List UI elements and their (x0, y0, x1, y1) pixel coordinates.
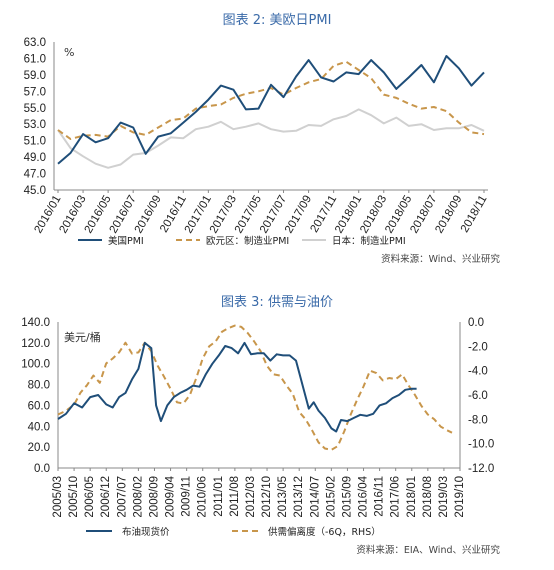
y-axis-unit: % (64, 46, 74, 59)
x-tick-label: 2011/01 (213, 476, 225, 517)
y2-tick-label: -6.0 (468, 390, 488, 402)
y-tick-label: 61.0 (24, 53, 46, 65)
chart-source: 资料来源：EIA、Wind、兴业研究 (356, 544, 500, 556)
x-tick-label: 2013/12 (293, 476, 305, 518)
y-tick-label: 57.0 (24, 86, 46, 98)
series-line-euro-pmi (57, 60, 485, 140)
x-tick-label: 2009/11 (181, 476, 193, 517)
legend-label: 日本：制造业PMI (332, 235, 406, 247)
y-tick-label: 47.0 (24, 169, 46, 181)
series-line-us-pmi (57, 55, 485, 165)
x-tick-label: 2012/10 (261, 476, 273, 518)
oil-supply-demand-chart: 图表 3: 供需与油价 美元/桶 140.0 120.0 100.0 80.0 60.0… (21, 295, 500, 556)
y2-tick-label: -12.0 (468, 463, 494, 475)
series-line-japan-pmi (57, 108, 485, 169)
y-tick-label: 60.0 (28, 400, 50, 412)
y-tick-label: 45.0 (24, 185, 46, 197)
x-tick-label: 2008/09 (148, 476, 160, 518)
x-tick-label: 2006/05 (84, 476, 96, 518)
y2-tick-label: -8.0 (468, 414, 488, 426)
chart-source: 资料来源：Wind、兴业研究 (381, 253, 500, 265)
x-tick-label: 2016/04 (358, 475, 370, 517)
x-tick-label: 2010/06 (197, 476, 209, 518)
legend-label: 布油现货价 (122, 526, 170, 538)
x-tick-label: 2019/03 (438, 476, 450, 518)
legend-label: 供需偏离度（-6Q，RHS） (268, 526, 381, 538)
chart-title: 图表 2: 美欧日PMI (223, 13, 332, 28)
x-tick-label: 2007/07 (116, 476, 128, 518)
legend-label: 美国PMI (108, 235, 144, 247)
x-tick-label: 2018/08 (422, 476, 434, 518)
x-tick-label: 2013/05 (277, 476, 289, 518)
y-tick-label: 100.0 (21, 359, 50, 371)
y2-tick-label: 0.0 (468, 317, 484, 329)
x-tick-label: 2012/03 (245, 476, 257, 518)
x-tick-label: 2005/10 (68, 476, 80, 518)
y-tick-label: 49.0 (24, 152, 46, 164)
y-tick-label: 80.0 (28, 380, 50, 392)
x-tick-label: 2017/06 (390, 476, 402, 518)
y-tick-label: 63.0 (24, 37, 46, 49)
x-tick-label: 2015/09 (341, 476, 353, 518)
y-tick-label: 55.0 (24, 103, 46, 115)
x-tick-label: 2011/08 (229, 476, 241, 517)
y-tick-label: 120.0 (21, 338, 50, 350)
y2-tick-label: -10.0 (468, 439, 494, 451)
y-tick-label: 53.0 (24, 119, 46, 131)
y2-tick-label: -2.0 (468, 341, 488, 353)
y-tick-label: 51.0 (24, 136, 46, 148)
x-tick-label: 2016/11 (374, 476, 386, 517)
x-tick-label: 2014/07 (309, 476, 321, 518)
y-tick-label: 40.0 (28, 421, 50, 433)
y-tick-label: 0.0 (34, 463, 50, 475)
series-line-supply-demand-gap (57, 324, 453, 451)
x-tick-label: 2005/03 (52, 476, 64, 518)
series-line-brent-price (57, 341, 417, 433)
y-tick-label: 140.0 (21, 317, 50, 329)
chart-title: 图表 3: 供需与油价 (221, 295, 333, 310)
y-axis-unit: 美元/桶 (64, 330, 101, 344)
x-tick-label: 2015/02 (325, 476, 337, 518)
x-tick-label: 2008/02 (132, 476, 144, 518)
x-tick-label: 2009/04 (165, 475, 177, 517)
legend-label: 欧元区：制造业PMI (206, 235, 289, 247)
pmi-chart: 图表 2: 美欧日PMI % 63.0 61.0 59.0 57.0 55.0 53.0 5… (24, 13, 501, 265)
y-tick-label: 20.0 (28, 442, 50, 454)
x-tick-label: 2018/01 (406, 476, 418, 518)
y-tick-label: 59.0 (24, 70, 46, 82)
y2-tick-label: -4.0 (468, 366, 488, 378)
x-tick-label: 2019/10 (454, 476, 466, 518)
x-tick-label: 2006/12 (100, 476, 112, 518)
